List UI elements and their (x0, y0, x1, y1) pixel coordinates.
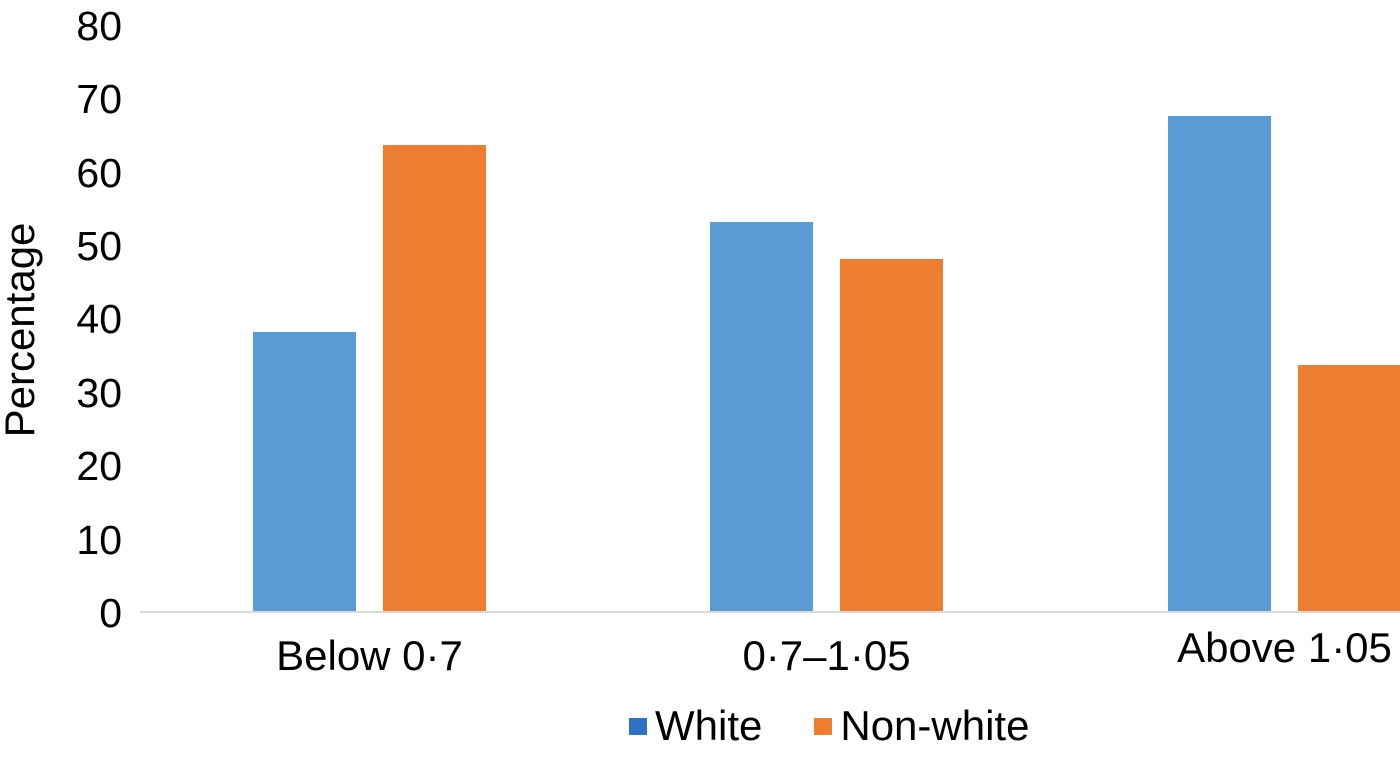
legend-label-non-white: Non-white (840, 702, 1030, 749)
legend-label-white: White (655, 702, 763, 749)
bar-non-white-below-0-7 (383, 145, 486, 611)
x-tick-label-0-7-1-05: 0·7–1·05 (742, 632, 911, 679)
bar-non-white-0-7-1-05 (840, 259, 943, 611)
x-tick-label-below-0-7: Below 0·7 (276, 632, 463, 679)
bar-white-above-1-05 (1168, 116, 1271, 611)
y-tick-label-50: 50 (76, 223, 122, 269)
y-tick-label-70: 70 (76, 76, 122, 123)
y-tick-label-60: 60 (76, 149, 122, 196)
x-axis-line (140, 611, 1400, 613)
bar-non-white-above-1-05 (1298, 365, 1400, 611)
y-tick-label-40: 40 (76, 296, 122, 343)
legend-item-non-white: Non-white (814, 702, 1029, 750)
legend: White Non-white (629, 701, 1029, 751)
bar-white-0-7-1-05 (710, 222, 813, 611)
legend-swatch-non-white-icon (814, 717, 833, 735)
legend-swatch-white-icon (629, 717, 647, 735)
y-tick-label-0: 0 (99, 590, 122, 636)
y-tick-label-30: 30 (76, 369, 122, 416)
bar-white-below-0-7 (253, 332, 356, 611)
legend-item-white: White (629, 702, 762, 750)
x-tick-label-above-1-05: Above 1·05 (1177, 624, 1392, 671)
y-tick-label-80: 80 (76, 2, 122, 49)
y-tick-label-20: 20 (76, 443, 122, 490)
y-tick-label-10: 10 (76, 516, 122, 563)
